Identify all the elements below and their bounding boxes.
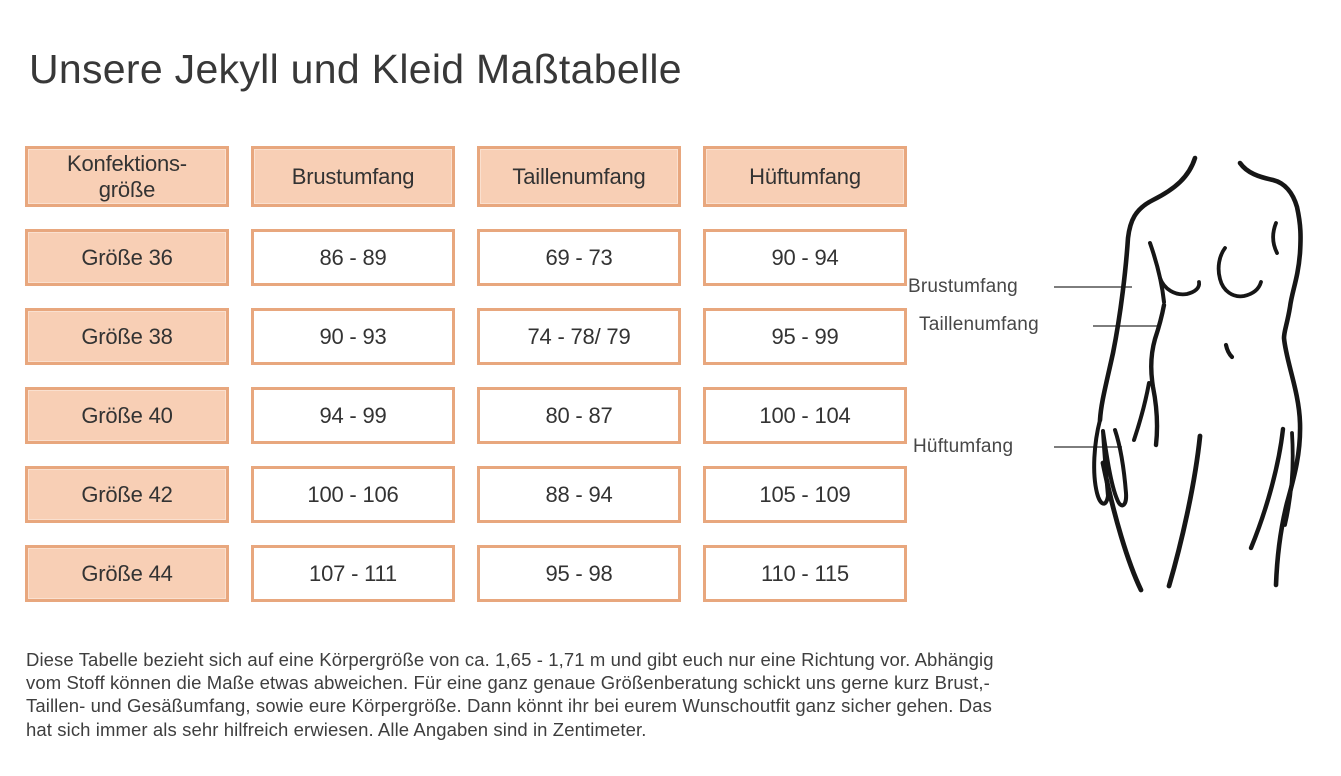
right-inner-leg-line [1248,426,1286,551]
female-body-line-art [1092,155,1303,593]
navel-mark [1223,342,1235,360]
right-knee-line [1283,431,1295,527]
bust-pointer-line [1054,286,1132,288]
right-inner-elbow-line [1271,221,1279,255]
waist-value: 69 - 73 [477,229,681,286]
footer-line: hat sich immer als sehr hilfreich erwies… [26,718,647,740]
hip-value: 110 - 115 [703,545,907,602]
hip-value: 105 - 109 [703,466,907,523]
footer-note: Diese Tabelle bezieht sich auf eine Körp… [26,648,994,741]
waist-measure-label: Taillenumfang [919,314,1039,335]
left-armpit-crease-line [1148,241,1166,304]
right-breast-line [1216,246,1263,299]
left-torso-waist-line [1149,302,1167,448]
hip-pointer-line [1054,446,1122,448]
bust-measure-label: Brustumfang [908,276,1018,297]
hip-measure-label: Hüftumfang [913,436,1014,457]
left-neck-shoulder-arm-line [1097,155,1198,423]
waist-value: 95 - 98 [477,545,681,602]
left-outer-thigh-line [1100,460,1144,593]
header-waist: Taillenumfang [477,146,681,207]
row-label: Größe 40 [25,387,229,444]
bust-value: 100 - 106 [251,466,455,523]
waist-pointer-line [1093,325,1160,327]
waist-value: 88 - 94 [477,466,681,523]
bust-value: 107 - 111 [251,545,455,602]
bust-value: 90 - 93 [251,308,455,365]
bust-value: 94 - 99 [251,387,455,444]
right-neck-shoulder-side-line [1237,160,1303,588]
hip-value: 100 - 104 [703,387,907,444]
header-hip: Hüftumfang [703,146,907,207]
body-silhouette [1073,133,1335,648]
footer-line: Diese Tabelle bezieht sich auf eine Körp… [26,649,994,670]
footer-line: vom Stoff können die Maße etwas abweiche… [26,672,990,694]
header-bust: Brustumfang [251,146,455,207]
size-table: Konfektions- größe Brustumfang Taillenum… [25,146,907,602]
left-hand-fingers-line [1092,418,1129,508]
inner-thigh-line [1166,433,1203,589]
row-label: Größe 38 [25,308,229,365]
row-label: Größe 44 [25,545,229,602]
waist-value: 80 - 87 [477,387,681,444]
left-forearm-inner-line [1132,381,1151,442]
footer-line: Taillen- und Gesäßumfang, sowie eure Kör… [26,695,992,717]
page-title: Unsere Jekyll und Kleid Maßtabelle [29,46,682,92]
hip-value: 95 - 99 [703,308,907,365]
left-breast-line [1158,276,1201,297]
waist-value: 74 - 78/ 79 [477,308,681,365]
row-label: Größe 42 [25,466,229,523]
header-size: Konfektions- größe [25,146,229,207]
bust-value: 86 - 89 [251,229,455,286]
row-label: Größe 36 [25,229,229,286]
hip-value: 90 - 94 [703,229,907,286]
